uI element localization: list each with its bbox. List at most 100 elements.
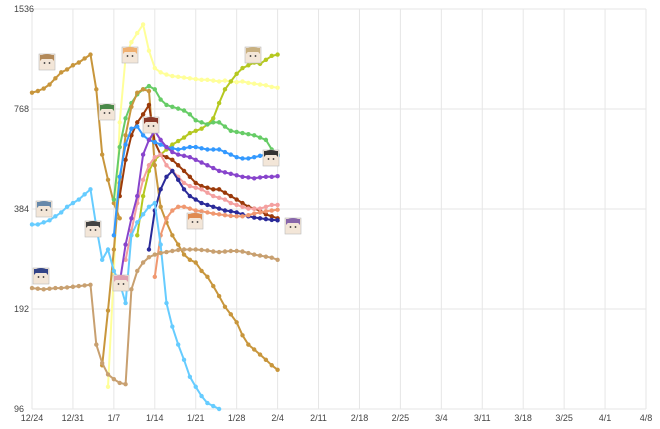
series-point: [263, 212, 269, 217]
series-point: [129, 40, 134, 45]
series-point: [211, 78, 216, 83]
series-point: [222, 197, 228, 202]
series-point: [117, 380, 122, 386]
series-point: [76, 283, 81, 289]
series-point: [205, 274, 210, 280]
avatar-hair-top: [34, 269, 48, 273]
x-tick-label: 2/11: [310, 413, 327, 423]
series-point: [158, 137, 163, 143]
series-point: [175, 152, 181, 157]
series-point: [94, 342, 99, 347]
series-point: [135, 233, 140, 238]
series-point: [187, 174, 193, 180]
series-point: [211, 120, 216, 125]
series-point: [170, 73, 175, 79]
series-point: [211, 204, 216, 209]
series-point: [152, 200, 157, 206]
series-point: [193, 197, 198, 202]
x-tick-label: 4/1: [599, 413, 612, 423]
series-point: [175, 342, 181, 347]
series-point: [111, 268, 117, 274]
series-point: [275, 85, 280, 90]
series-point: [146, 137, 152, 143]
series-point: [193, 384, 198, 389]
avatar-eye: [45, 209, 48, 211]
series-point: [170, 324, 175, 329]
series-point: [152, 65, 157, 71]
avatar-red-hair-girl: [142, 116, 160, 134]
series-point: [187, 144, 193, 150]
series-point: [164, 174, 169, 180]
series-point: [158, 70, 163, 75]
series-point: [199, 160, 204, 165]
series-point: [123, 116, 128, 121]
series-point: [187, 154, 193, 160]
series-point: [140, 193, 146, 199]
series-point: [123, 242, 128, 247]
series-point: [117, 174, 122, 180]
series-point: [181, 247, 187, 252]
series-point: [199, 209, 204, 214]
series-line-0: [31, 53, 121, 219]
series-point: [193, 157, 198, 163]
series-point: [275, 174, 280, 179]
series-point: [199, 393, 204, 399]
avatar-hair-top: [86, 222, 100, 226]
series-point: [88, 282, 93, 288]
series-point: [246, 175, 251, 180]
avatar-blonde-girl: [244, 46, 262, 64]
series-point: [257, 253, 263, 258]
series-point: [64, 67, 70, 72]
series-point: [170, 233, 175, 238]
series-point: [199, 77, 204, 83]
avatar-eye: [122, 283, 125, 285]
series-point: [252, 154, 257, 160]
series-point: [64, 285, 70, 290]
series-point: [164, 300, 169, 306]
series-point: [175, 106, 181, 111]
series-point: [205, 248, 210, 253]
series-point: [123, 300, 128, 306]
series-point: [146, 48, 152, 53]
avatar-eye: [294, 226, 297, 228]
series-point: [234, 214, 239, 219]
series-point: [199, 146, 204, 151]
series-point: [269, 214, 274, 219]
series-point: [257, 82, 263, 87]
series-point: [146, 163, 152, 168]
series-point: [123, 382, 128, 387]
avatar-pink-hair-girl: [112, 274, 130, 292]
series-point: [170, 142, 175, 147]
series-point: [211, 403, 216, 409]
series-point: [211, 193, 216, 199]
series-point: [175, 247, 181, 253]
series-point: [240, 156, 245, 161]
series-point: [94, 87, 99, 92]
series-point: [228, 171, 234, 177]
series-point: [234, 248, 239, 254]
series-point: [164, 163, 169, 168]
x-tick-label: 1/14: [146, 413, 164, 423]
series-point: [35, 286, 41, 291]
series-point: [228, 213, 234, 219]
series-point: [146, 83, 152, 89]
series-point: [193, 76, 198, 82]
avatar-eye: [103, 112, 106, 114]
series-point: [199, 200, 204, 206]
series-point: [41, 220, 46, 225]
avatar-eye: [191, 221, 194, 223]
series-point: [187, 130, 193, 136]
series-point: [187, 247, 193, 252]
series-point: [252, 176, 257, 181]
avatar-eye: [94, 229, 97, 231]
series-point: [140, 212, 146, 217]
series-point: [129, 104, 134, 109]
series-point: [222, 149, 228, 155]
series-point: [199, 187, 204, 192]
series-point: [228, 128, 234, 134]
series-point: [234, 129, 239, 135]
avatar-hair-top: [264, 151, 278, 155]
avatar-orange-hair-girl: [121, 46, 139, 64]
series-point: [257, 135, 263, 140]
series-point: [146, 102, 152, 108]
